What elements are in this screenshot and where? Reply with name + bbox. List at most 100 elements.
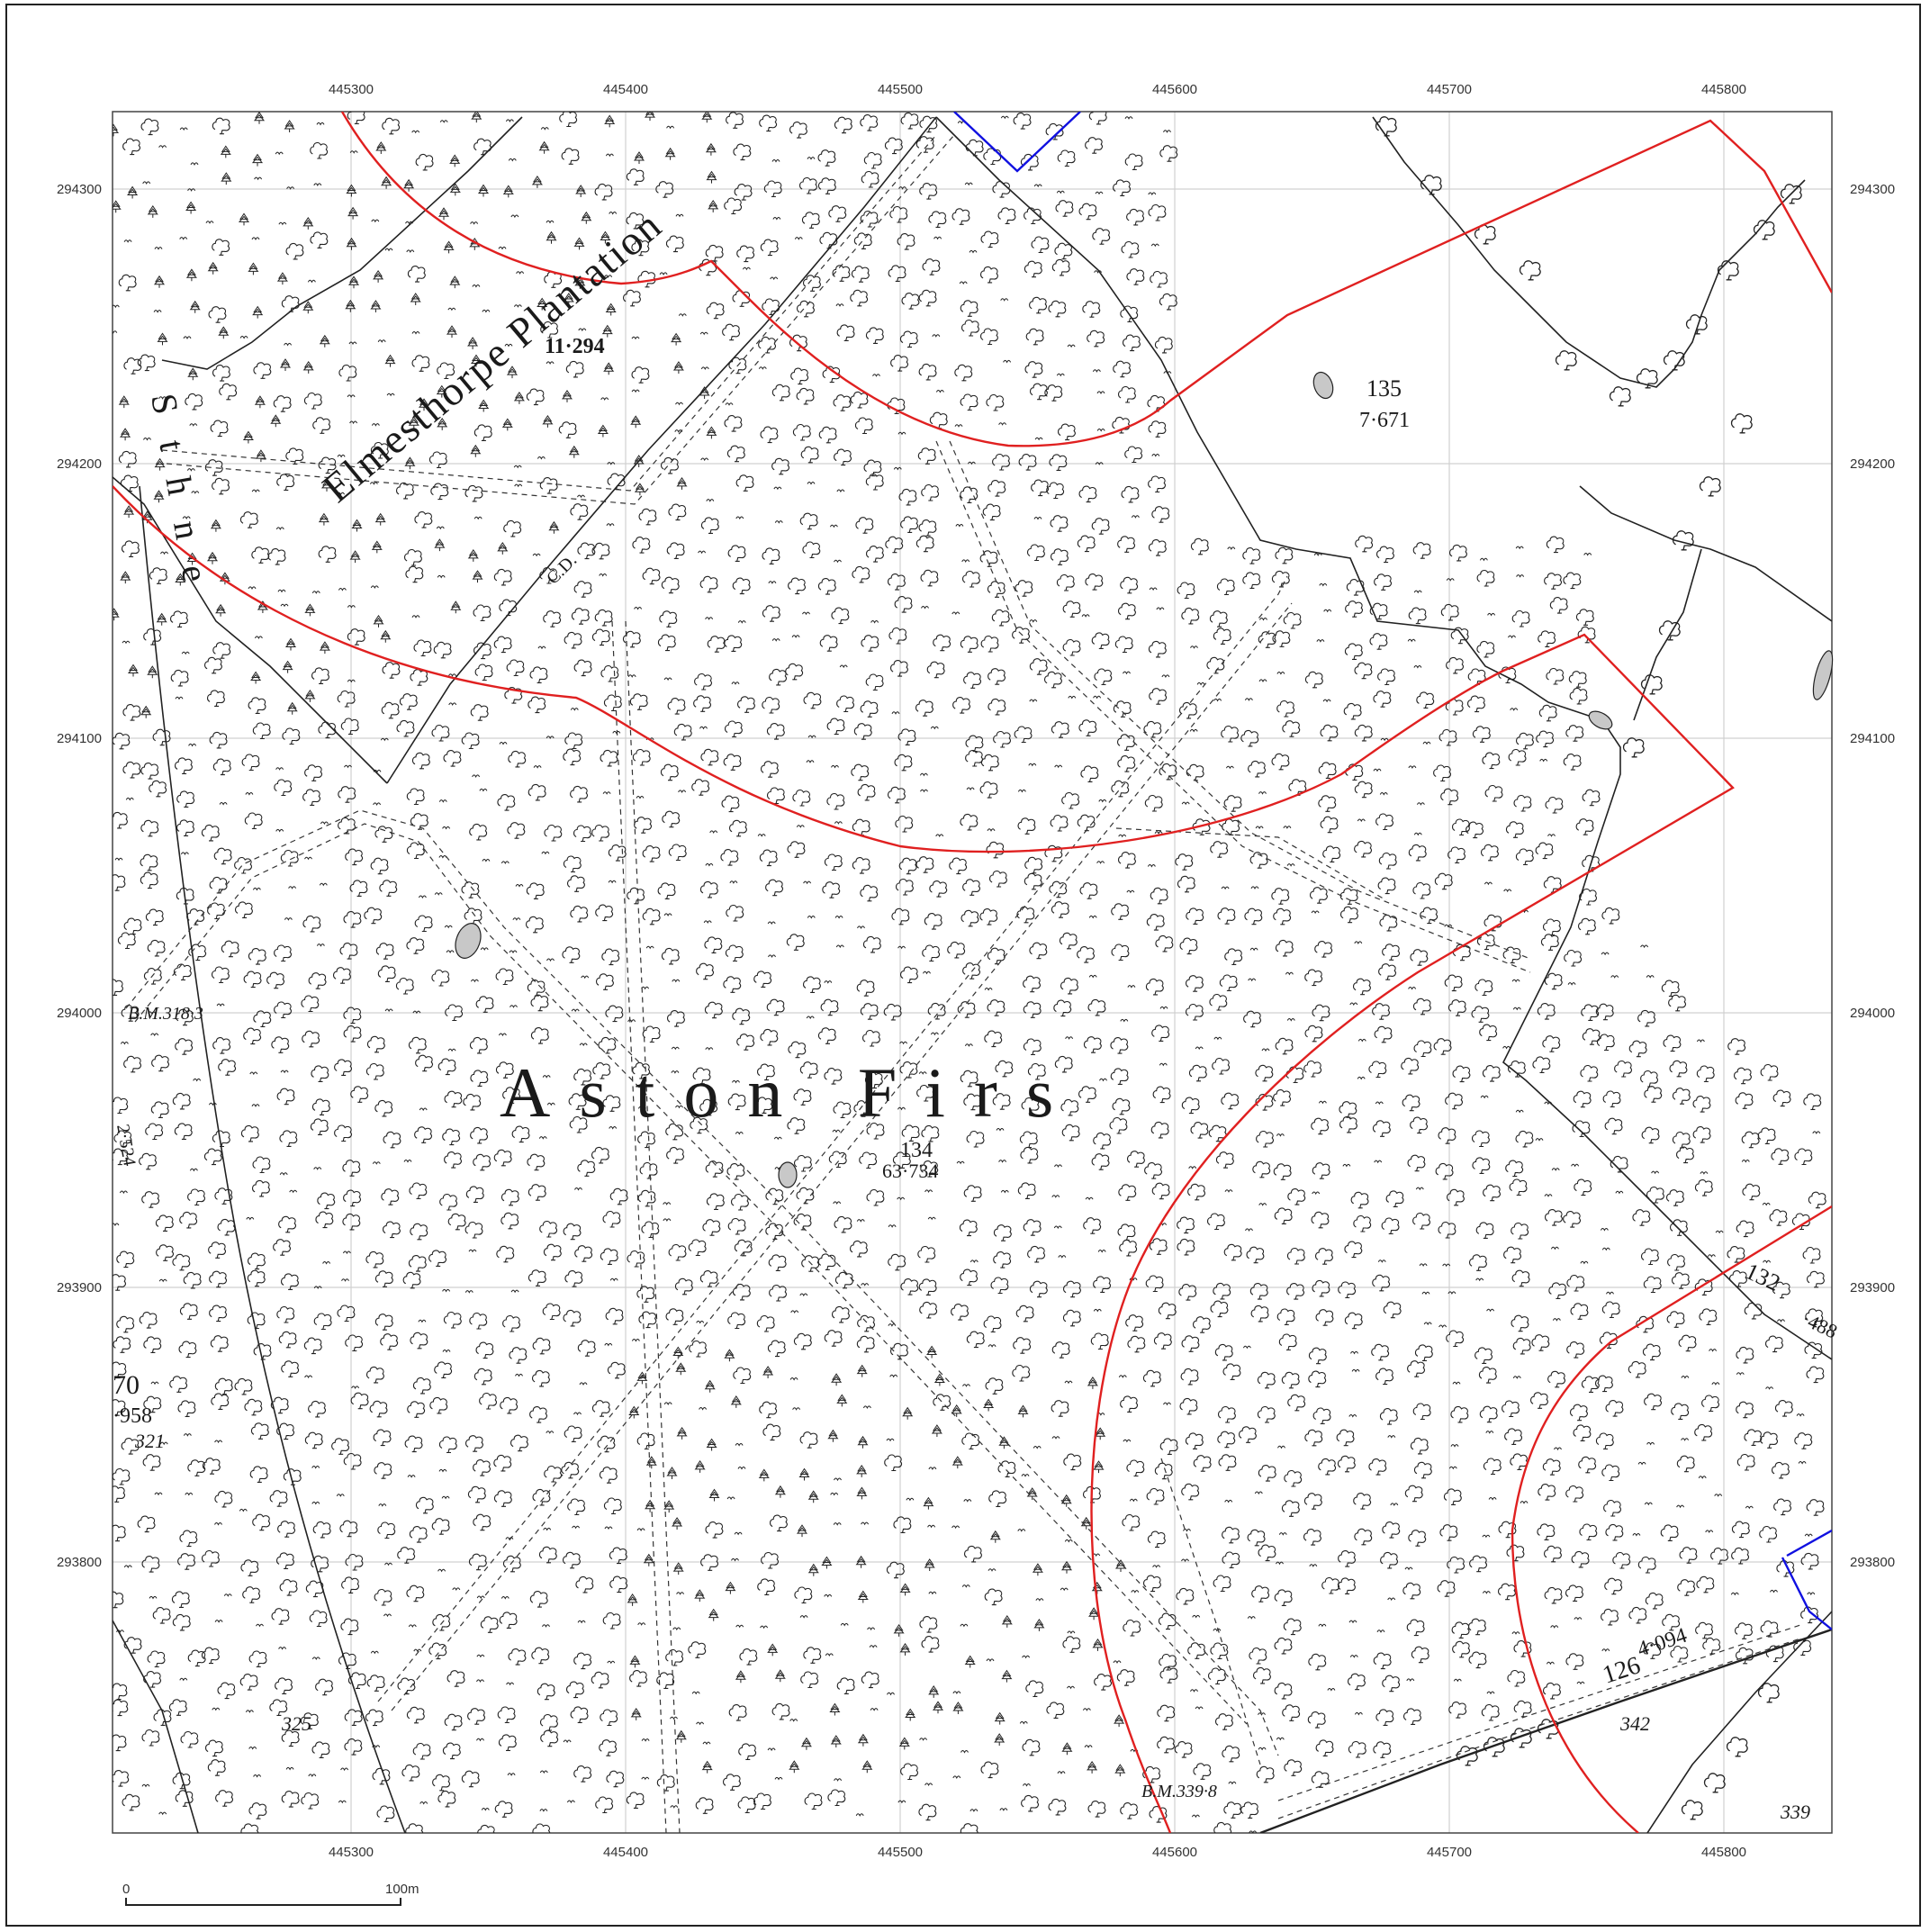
rough-grass-icon	[1512, 980, 1520, 981]
rough-grass-icon	[1581, 1261, 1588, 1263]
deciduous-tree-icon	[1030, 659, 1047, 674]
deciduous-tree-icon	[1564, 573, 1581, 588]
conifer-tree-icon	[798, 1525, 807, 1537]
deciduous-tree-icon	[1605, 1578, 1622, 1593]
deciduous-tree-icon	[1544, 919, 1561, 934]
deciduous-tree-icon	[397, 720, 414, 736]
deciduous-tree-icon	[1119, 387, 1136, 402]
deciduous-tree-icon	[344, 1026, 361, 1042]
deciduous-tree-icon	[1051, 1401, 1069, 1416]
rough-grass-icon	[149, 1596, 157, 1598]
deciduous-tree-icon	[1506, 822, 1523, 837]
rough-grass-icon	[1119, 835, 1126, 836]
rough-grass-icon	[1547, 1662, 1554, 1664]
deciduous-tree-icon	[216, 1791, 233, 1806]
deciduous-tree-icon	[1272, 754, 1289, 769]
deciduous-tree-icon	[471, 1127, 488, 1142]
rough-grass-icon	[1058, 1772, 1065, 1774]
conifer-tree-icon	[120, 396, 129, 408]
deciduous-tree-icon	[140, 1153, 157, 1169]
rough-grass-icon	[1763, 1260, 1771, 1262]
rough-grass-icon	[1512, 1632, 1520, 1634]
deciduous-tree-icon	[819, 427, 836, 442]
deciduous-tree-icon	[1355, 663, 1372, 678]
deciduous-tree-icon	[1576, 609, 1593, 625]
conifer-tree-icon	[676, 1363, 685, 1375]
rough-grass-icon	[1699, 1476, 1706, 1478]
deciduous-tree-icon	[964, 1186, 981, 1201]
deciduous-tree-icon	[1180, 938, 1197, 953]
deciduous-tree-icon	[1127, 269, 1144, 284]
deciduous-tree-icon	[1546, 798, 1563, 813]
rough-grass-icon	[253, 888, 260, 889]
rough-grass-icon	[1319, 1101, 1326, 1103]
conifer-tree-icon	[776, 1670, 785, 1682]
deciduous-tree-icon	[345, 1710, 362, 1725]
rough-grass-icon	[1100, 1079, 1107, 1080]
deciduous-tree-icon	[1667, 1312, 1684, 1327]
deciduous-tree-icon	[410, 814, 428, 829]
deciduous-tree-icon	[528, 1154, 545, 1169]
rough-grass-icon	[800, 1616, 807, 1618]
deciduous-tree-icon	[734, 1368, 751, 1383]
conifer-tree-icon	[789, 1761, 798, 1773]
deciduous-tree-icon	[1182, 1097, 1199, 1113]
rough-grass-icon	[1652, 1171, 1659, 1173]
deciduous-tree-icon	[1312, 1280, 1330, 1296]
deciduous-tree-icon	[530, 1592, 547, 1607]
conifer-tree-icon	[995, 1734, 1004, 1746]
deciduous-tree-icon	[1025, 362, 1042, 377]
deciduous-tree-icon	[674, 724, 691, 739]
deciduous-tree-icon	[1745, 1430, 1762, 1445]
deciduous-tree-icon	[332, 1439, 349, 1454]
conifer-tree-icon	[303, 218, 312, 230]
conifer-tree-icon	[707, 427, 716, 438]
deciduous-tree-icon	[762, 548, 780, 564]
deciduous-tree-icon	[148, 940, 165, 955]
deciduous-tree-icon	[916, 700, 933, 716]
deciduous-tree-icon	[795, 1156, 812, 1171]
deciduous-tree-icon	[1736, 1402, 1754, 1417]
deciduous-tree-icon	[1277, 701, 1294, 717]
deciduous-tree-icon	[1123, 1515, 1140, 1530]
spot-height-321: 321	[134, 1430, 165, 1452]
rough-grass-icon	[1700, 1172, 1708, 1174]
deciduous-tree-icon	[1545, 973, 1562, 989]
deciduous-tree-icon	[1114, 701, 1131, 717]
deciduous-tree-icon	[1413, 883, 1430, 898]
deciduous-tree-icon	[282, 1361, 299, 1377]
rough-grass-icon	[176, 697, 183, 699]
rough-grass-icon	[1352, 1369, 1359, 1371]
deciduous-tree-icon	[1606, 1401, 1623, 1416]
rough-grass-icon	[795, 238, 802, 239]
rough-grass-icon	[1706, 1530, 1713, 1532]
rough-grass-icon	[1328, 1689, 1335, 1691]
rough-grass-icon	[443, 1350, 450, 1352]
deciduous-tree-icon	[108, 1486, 125, 1502]
deciduous-tree-icon	[1547, 669, 1564, 684]
deciduous-tree-icon	[983, 504, 1000, 519]
deciduous-tree-icon	[1213, 628, 1231, 644]
deciduous-tree-icon	[179, 1341, 196, 1357]
rough-grass-icon	[743, 267, 750, 269]
deciduous-tree-icon	[501, 1397, 518, 1413]
deciduous-tree-icon	[122, 541, 140, 556]
deciduous-tree-icon	[637, 1433, 654, 1449]
rough-grass-icon	[1225, 1500, 1232, 1502]
rough-grass-icon	[477, 1738, 484, 1740]
rough-grass-icon	[775, 1777, 782, 1779]
deciduous-tree-icon	[1376, 1368, 1393, 1384]
deciduous-tree-icon	[429, 1250, 446, 1266]
rough-grass-icon	[1584, 554, 1592, 555]
deciduous-tree-icon	[397, 483, 414, 498]
deciduous-tree-icon	[798, 301, 815, 316]
deciduous-tree-icon	[108, 875, 125, 890]
deciduous-tree-icon	[1158, 1737, 1175, 1752]
conifer-tree-icon	[924, 1498, 933, 1510]
deciduous-tree-icon	[675, 1278, 692, 1294]
conifer-tree-icon	[708, 201, 717, 212]
deciduous-tree-icon	[1470, 1255, 1487, 1270]
deciduous-tree-icon	[1309, 1371, 1326, 1386]
conifer-tree-icon	[859, 1735, 868, 1747]
